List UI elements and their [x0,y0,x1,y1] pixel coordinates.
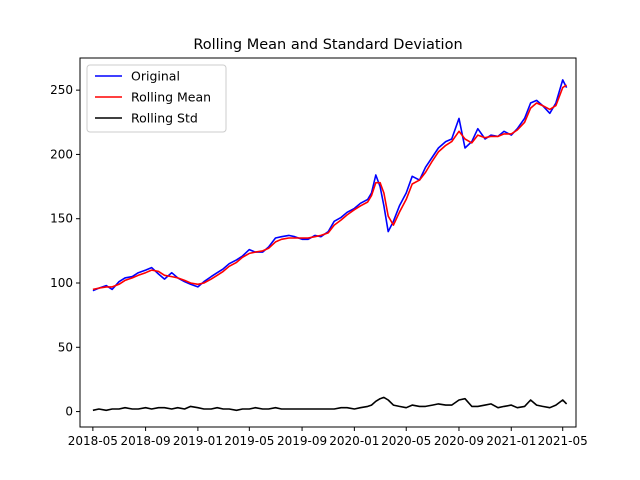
x-tick-label: 2019-01 [173,434,223,448]
y-tick-label: 250 [50,83,73,97]
x-tick-label: 2021-05 [538,434,588,448]
x-tick-label: 2021-01 [486,434,536,448]
y-axis: 0 50 100 150 200 250 [50,83,80,419]
x-tick-label: 2019-05 [224,434,274,448]
plot-frame [79,57,577,428]
x-tick-label: 2020-09 [434,434,484,448]
x-tick-label: 2019-09 [277,434,327,448]
legend-label: Rolling Std [131,111,198,126]
y-tick-label: 100 [50,276,73,290]
x-tick-label: 2020-05 [381,434,431,448]
x-tick-label: 2018-05 [68,434,118,448]
x-tick-label: 2018-09 [121,434,171,448]
legend-box [86,64,227,133]
series-line-rolling-std [92,396,568,412]
y-tick-label: 150 [50,212,73,226]
series-line-rolling-mean [92,84,568,291]
legend-label: Original [131,69,180,84]
x-axis: 2018-05 2018-09 2019-01 2019-05 2019-09 2020-… [68,427,588,448]
chart-title: Rolling Mean and Standard Deviation [193,37,462,53]
legend-label: Rolling Mean [131,90,211,105]
x-tick-label: 2020-01 [329,434,379,448]
y-tick-label: 50 [58,340,73,354]
legend: Original Rolling Mean Rolling Std [86,64,227,133]
y-tick-label: 200 [50,147,73,161]
plot-lines [92,79,568,412]
y-tick-label: 0 [65,405,73,419]
